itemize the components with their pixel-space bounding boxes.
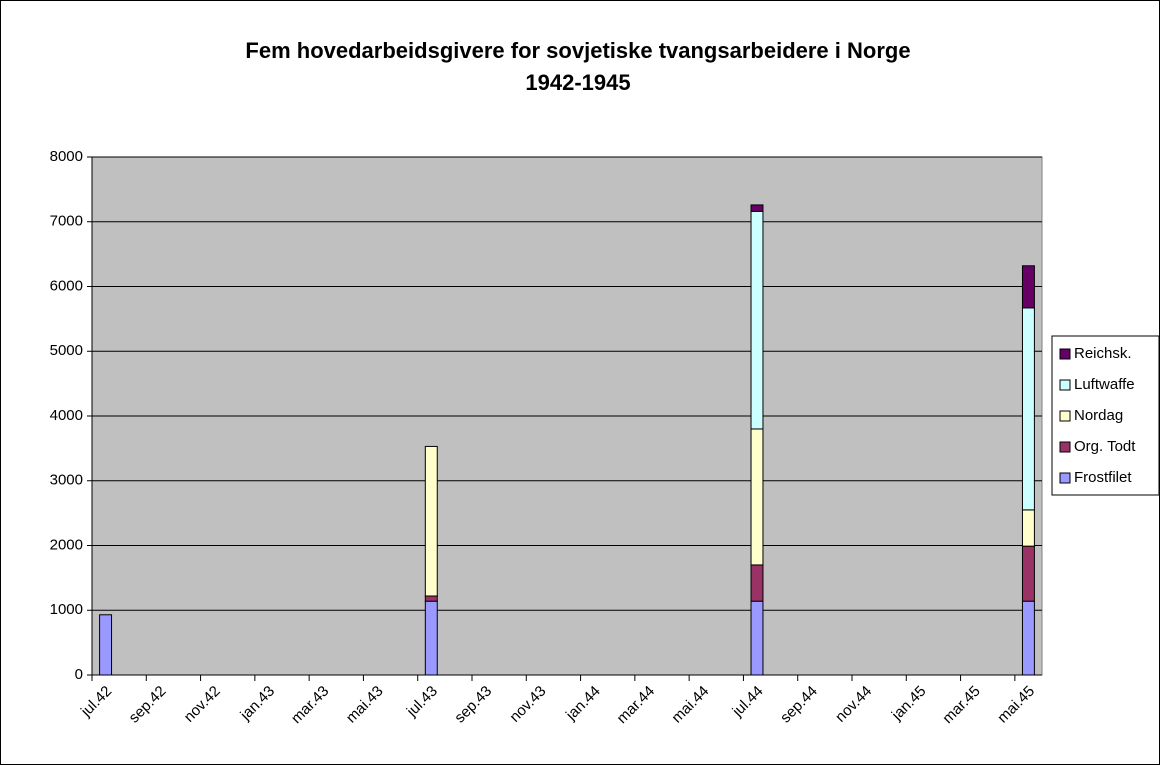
legend-swatch <box>1059 472 1071 484</box>
chart-title: 1942-1945 <box>525 70 630 95</box>
legend-label: Reichsk. <box>1074 345 1132 362</box>
y-tick-label: 0 <box>75 666 83 683</box>
y-tick-label: 8000 <box>50 148 83 165</box>
bar-segment <box>750 600 764 676</box>
bar-segment <box>750 204 764 212</box>
legend-label: Org. Todt <box>1074 438 1136 455</box>
legend-swatch <box>1059 379 1071 391</box>
bar-segment <box>1021 545 1035 602</box>
bar-segment <box>424 445 438 597</box>
bar-segment <box>750 210 764 430</box>
legend-swatch <box>1059 348 1071 360</box>
bar-segment <box>750 564 764 602</box>
y-tick-label: 6000 <box>50 277 83 294</box>
bar-segment <box>99 614 113 676</box>
y-tick-label: 1000 <box>50 601 83 618</box>
bar-segment <box>1021 509 1035 547</box>
legend-swatch <box>1059 441 1071 453</box>
bar-segment <box>1021 265 1035 309</box>
legend-label: Luftwaffe <box>1074 376 1135 393</box>
y-tick-label: 7000 <box>50 213 83 230</box>
y-tick-label: 2000 <box>50 536 83 553</box>
y-tick-label: 4000 <box>50 407 83 424</box>
y-tick-label: 5000 <box>50 342 83 359</box>
bar-segment <box>424 595 438 602</box>
y-tick-label: 3000 <box>50 472 83 489</box>
legend-label: Nordag <box>1074 407 1123 424</box>
bar-segment <box>750 428 764 566</box>
bar-segment <box>1021 600 1035 676</box>
legend-label: Frostfilet <box>1074 469 1132 486</box>
bar-segment <box>1021 307 1035 511</box>
chart-title: Fem hovedarbeidsgivere for sovjetiske tv… <box>245 38 910 63</box>
bar-segment <box>424 600 438 676</box>
legend-swatch <box>1059 410 1071 422</box>
